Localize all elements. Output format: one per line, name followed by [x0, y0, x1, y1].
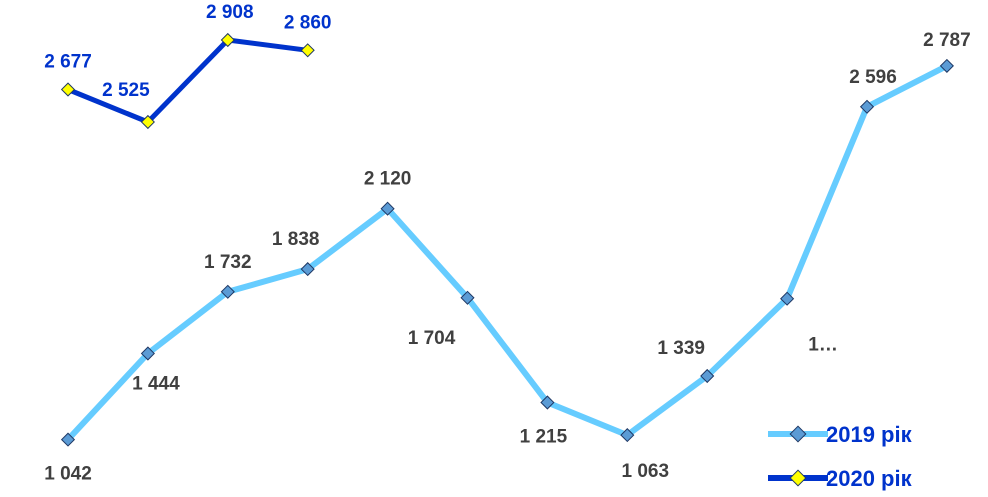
legend-swatch-2020-marker: [789, 469, 807, 487]
series-layer: [60, 32, 954, 447]
legend-item-2020: 2020 рік: [768, 466, 913, 491]
legend-swatch-2019-marker: [789, 425, 807, 443]
series-0-label-1: 1 444: [132, 374, 180, 395]
legend-item-2019: 2019 рік: [768, 422, 913, 447]
legend-label-2019: 2019 рік: [826, 422, 913, 447]
series-0-point-8: [700, 368, 715, 384]
series-0-label-10: 2 596: [849, 67, 897, 88]
series-0-label-8: 1 339: [657, 338, 705, 359]
series-0-point-1: [140, 346, 155, 361]
series-0-point-11: [939, 58, 954, 73]
series-0-point-2: [220, 284, 235, 299]
series-0-label-3: 1 838: [272, 229, 320, 250]
series-0-point-6: [540, 395, 555, 410]
series-0-label-9: 1…: [808, 335, 838, 356]
data-labels: 1 042 1 444 1 732 1 838 2 120 1 704 1 215 1 063…: [44, 2, 970, 485]
series-0-point-10: [859, 99, 875, 114]
series-1-label-2: 2 908: [206, 2, 254, 23]
series-0-label-0: 1 042: [44, 464, 92, 485]
series-0-point-3: [300, 262, 315, 277]
series-1-point-0: [60, 82, 76, 97]
series-0-label-11: 2 787: [923, 30, 971, 51]
series-1-label-3: 2 860: [284, 12, 332, 33]
series-0-label-7: 1 063: [622, 461, 670, 482]
series-1-label-0: 2 677: [44, 52, 92, 73]
series-1-label-1: 2 525: [102, 80, 150, 101]
series-0-point-7: [620, 428, 635, 443]
series-0-point-0: [60, 432, 76, 447]
series-0-label-4: 2 120: [364, 169, 412, 190]
series-line-1: [67, 37, 309, 125]
series-line-0: [65, 63, 949, 442]
series-0-label-6: 1 215: [520, 427, 568, 448]
series-0-label-5: 1 704: [408, 328, 456, 349]
series-1-point-3: [300, 43, 315, 58]
series-1-point-2: [220, 32, 235, 48]
series-1-point-1: [140, 114, 155, 130]
series-0-point-4: [380, 201, 395, 216]
series-0-label-2: 1 732: [204, 252, 252, 273]
legend: 2019 рік 2020 рік: [768, 422, 913, 491]
legend-label-2020: 2020 рік: [826, 466, 913, 491]
series-0-point-9: [780, 291, 795, 306]
series-0-point-5: [460, 290, 475, 305]
